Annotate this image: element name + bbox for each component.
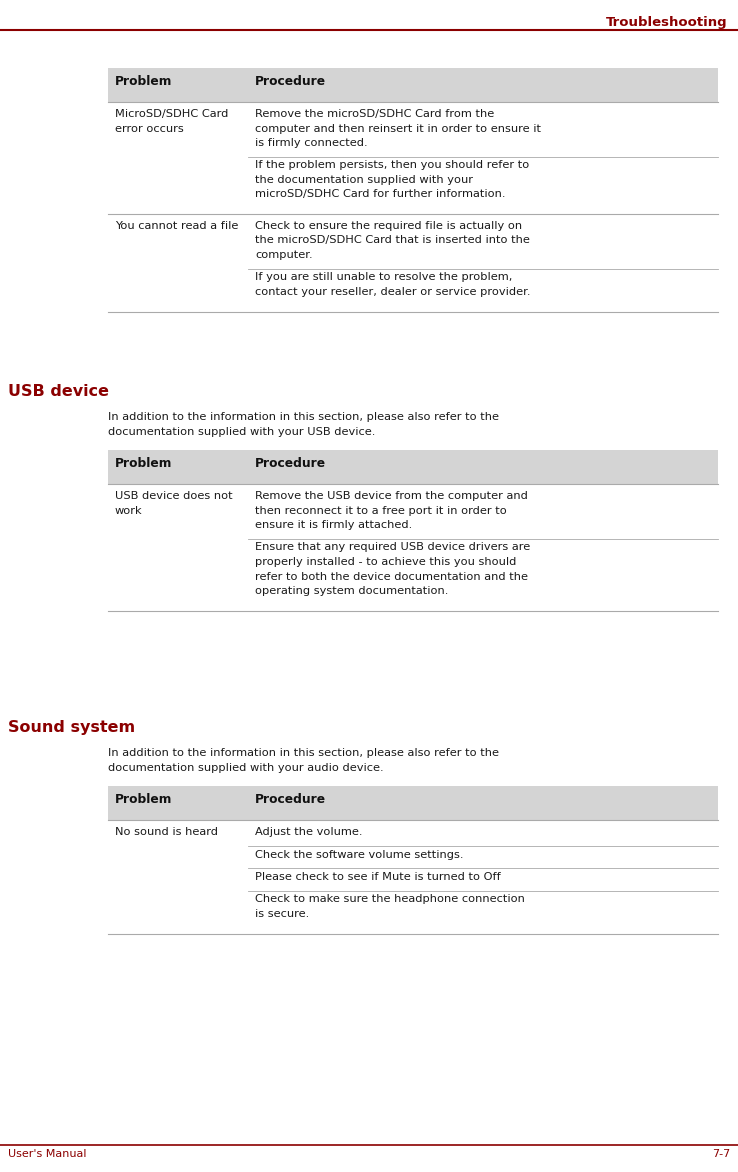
Text: contact your reseller, dealer or service provider.: contact your reseller, dealer or service… (255, 287, 531, 297)
Text: Check the software volume settings.: Check the software volume settings. (255, 850, 463, 859)
Text: documentation supplied with your audio device.: documentation supplied with your audio d… (108, 763, 384, 774)
Text: ensure it is firmly attached.: ensure it is firmly attached. (255, 520, 413, 530)
Text: the documentation supplied with your: the documentation supplied with your (255, 175, 473, 185)
Text: Procedure: Procedure (255, 793, 326, 806)
Text: the microSD/SDHC Card that is inserted into the: the microSD/SDHC Card that is inserted i… (255, 236, 530, 245)
Text: Ensure that any required USB device drivers are: Ensure that any required USB device driv… (255, 543, 530, 552)
Text: No sound is heard: No sound is heard (115, 827, 218, 837)
Text: Check to ensure the required file is actually on: Check to ensure the required file is act… (255, 222, 522, 231)
Text: MicroSD/SDHC Card: MicroSD/SDHC Card (115, 109, 228, 120)
Text: computer and then reinsert it in order to ensure it: computer and then reinsert it in order t… (255, 123, 541, 134)
Text: is secure.: is secure. (255, 909, 309, 919)
Text: then reconnect it to a free port it in order to: then reconnect it to a free port it in o… (255, 505, 507, 516)
Text: If the problem persists, then you should refer to: If the problem persists, then you should… (255, 161, 529, 170)
Text: refer to both the device documentation and the: refer to both the device documentation a… (255, 572, 528, 581)
Text: Remove the USB device from the computer and: Remove the USB device from the computer … (255, 491, 528, 500)
Text: Problem: Problem (115, 75, 173, 88)
Bar (108, 786, 718, 820)
Text: Problem: Problem (115, 793, 173, 806)
Text: Problem: Problem (115, 457, 173, 470)
Text: If you are still unable to resolve the problem,: If you are still unable to resolve the p… (255, 273, 512, 282)
Text: Procedure: Procedure (255, 457, 326, 470)
Text: Troubleshooting: Troubleshooting (607, 16, 728, 29)
Text: error occurs: error occurs (115, 123, 184, 134)
Text: properly installed - to achieve this you should: properly installed - to achieve this you… (255, 557, 517, 567)
Text: Procedure: Procedure (255, 75, 326, 88)
Text: is firmly connected.: is firmly connected. (255, 138, 368, 148)
Text: Please check to see if Mute is turned to Off: Please check to see if Mute is turned to… (255, 872, 501, 883)
Text: User's Manual: User's Manual (8, 1149, 86, 1159)
Text: You cannot read a file: You cannot read a file (115, 222, 238, 231)
Text: In addition to the information in this section, please also refer to the: In addition to the information in this s… (108, 748, 499, 758)
Text: 7-7: 7-7 (711, 1149, 730, 1159)
Text: Check to make sure the headphone connection: Check to make sure the headphone connect… (255, 894, 525, 905)
Text: work: work (115, 505, 142, 516)
Text: computer.: computer. (255, 250, 313, 260)
Text: Remove the microSD/SDHC Card from the: Remove the microSD/SDHC Card from the (255, 109, 494, 120)
Text: In addition to the information in this section, please also refer to the: In addition to the information in this s… (108, 413, 499, 422)
Text: operating system documentation.: operating system documentation. (255, 586, 449, 597)
Text: USB device does not: USB device does not (115, 491, 232, 500)
Text: Adjust the volume.: Adjust the volume. (255, 827, 362, 837)
Text: USB device: USB device (8, 384, 109, 398)
Text: documentation supplied with your USB device.: documentation supplied with your USB dev… (108, 427, 376, 437)
Bar (108, 68, 718, 102)
Bar (108, 450, 718, 484)
Text: microSD/SDHC Card for further information.: microSD/SDHC Card for further informatio… (255, 190, 506, 199)
Text: Sound system: Sound system (8, 720, 135, 735)
